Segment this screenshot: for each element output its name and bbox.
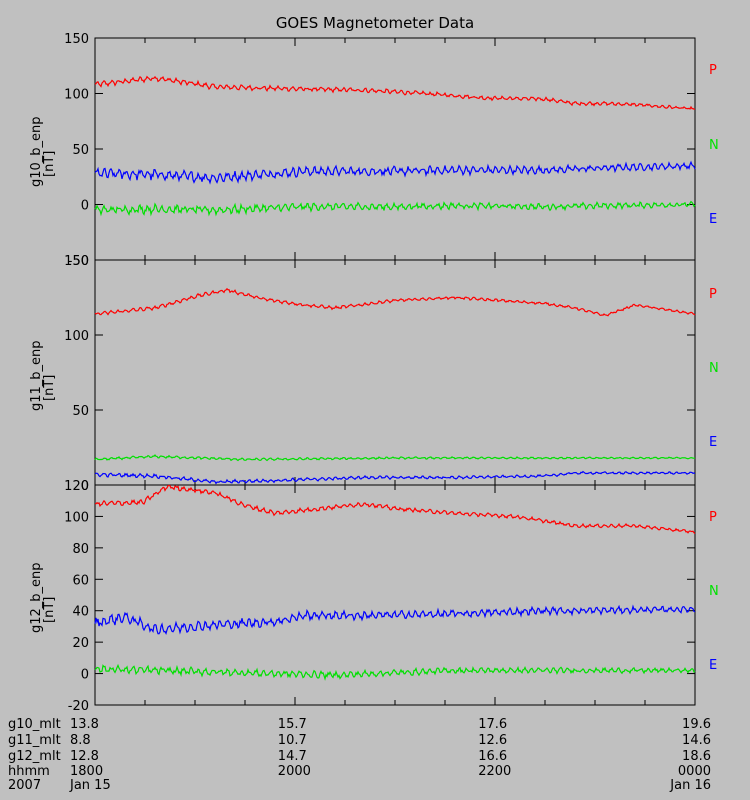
panel-frame <box>94 259 696 486</box>
y-tick-label: 150 <box>64 32 89 47</box>
x-tick-label: 14.6 <box>682 733 711 748</box>
x-tick-label: 12.8 <box>70 749 99 764</box>
y-tick-label: 100 <box>64 88 89 103</box>
x-tick-label: 2200 <box>478 764 512 779</box>
x-tick-label: 12.6 <box>478 733 508 748</box>
x-tick-label: 14.7 <box>277 749 307 764</box>
y-tick-label: 0 <box>81 199 89 214</box>
y-tick-label: 100 <box>64 329 89 344</box>
legend-N: N <box>709 584 719 599</box>
series-line-P <box>94 484 696 534</box>
x-row-label: g12_mlt <box>8 749 61 764</box>
legend-E: E <box>709 435 718 450</box>
y-tick-label: 150 <box>64 254 89 269</box>
legend-P: P <box>709 510 717 525</box>
x-tick-label: 15.7 <box>277 717 307 732</box>
x-tick-label: 1800 <box>70 764 104 779</box>
y-tick-label: 20 <box>72 636 89 651</box>
x-row-label: g10_mlt <box>8 717 61 732</box>
y-tick-label: -20 <box>68 699 89 714</box>
x-tick-label: 8.8 <box>70 733 91 748</box>
y-axis-label: g11_b_enp [nT] <box>29 340 57 411</box>
y-tick-label: 60 <box>72 573 89 588</box>
y-tick-label: 0 <box>81 479 89 494</box>
y-tick-label: 80 <box>72 542 89 557</box>
series-line-N <box>94 663 696 681</box>
y-tick-label: -50 <box>68 254 89 269</box>
x-row-label: g11_mlt <box>8 733 61 748</box>
y-axis-unit: [nT] <box>42 150 57 177</box>
x-tick-label: 18.6 <box>682 749 711 764</box>
y-axis-label: g12_b_enp [nT] <box>29 562 57 633</box>
x-row-label: hhmm <box>8 764 50 779</box>
x-tick-label: 13.8 <box>70 717 99 732</box>
panel-frame <box>94 37 696 261</box>
x-tick-label: 16.6 <box>478 749 508 764</box>
chart-title: GOES Magnetometer Data <box>275 14 475 32</box>
series-line-E <box>94 160 696 185</box>
y-axis-unit: [nT] <box>42 374 57 401</box>
y-tick-label: 50 <box>72 404 89 419</box>
legend-N: N <box>709 138 719 153</box>
x-tick-label: 19.6 <box>682 717 711 732</box>
y-tick-label: 120 <box>64 479 89 494</box>
x-row-label: 2007 <box>8 778 42 793</box>
legend-E: E <box>709 212 718 227</box>
x-tick-label: 2000 <box>277 764 311 779</box>
y-tick-label: 0 <box>81 668 89 683</box>
series-line-P <box>94 287 696 317</box>
y-tick-label: 50 <box>72 143 89 158</box>
x-tick-label: 10.7 <box>277 733 307 748</box>
series-line-N <box>94 200 696 217</box>
x-tick-label: Jan 16 <box>670 778 711 793</box>
series-line-E <box>94 470 696 485</box>
series-line-N <box>94 454 696 462</box>
legend-P: P <box>709 287 717 302</box>
x-tick-label: Jan 15 <box>70 778 111 793</box>
y-tick-label: 40 <box>72 605 89 620</box>
legend-E: E <box>709 658 718 673</box>
legend-N: N <box>709 361 719 376</box>
y-tick-label: 100 <box>64 510 89 525</box>
y-axis-label: g10_b_enp [nT] <box>29 116 57 187</box>
legend-P: P <box>709 63 717 78</box>
x-tick-label: 17.6 <box>478 717 508 732</box>
series-line-P <box>94 75 696 110</box>
x-tick-label: 0000 <box>677 764 711 779</box>
y-axis-unit: [nT] <box>42 596 57 623</box>
series-line-E <box>94 604 696 636</box>
